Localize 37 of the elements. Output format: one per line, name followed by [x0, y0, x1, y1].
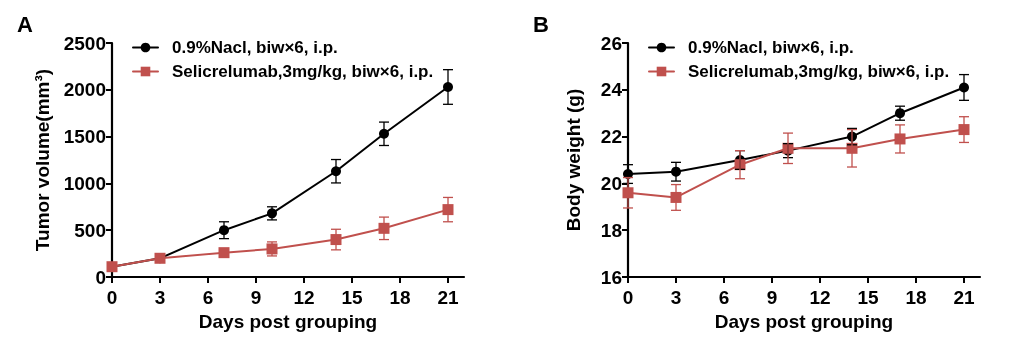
- y-tick-label: 22: [600, 126, 622, 148]
- y-tick-label: 26: [600, 32, 622, 54]
- x-tick-label: 15: [341, 287, 363, 308]
- x-tick-label: 15: [857, 287, 879, 308]
- y-tick-label: 2000: [63, 79, 106, 101]
- chart-title: A: [17, 11, 33, 37]
- x-axis-title: Days post grouping: [714, 311, 894, 332]
- x-tick-label: 6: [202, 287, 214, 308]
- x-tick-label: 9: [250, 287, 262, 308]
- legend-label: Selicrelumab,3mg/kg, biw×6, i.p.: [172, 62, 434, 81]
- y-tick-label: 0: [95, 266, 106, 288]
- y-tick-label: 2500: [63, 32, 106, 54]
- y-tick-label: 1500: [63, 126, 106, 148]
- y-tick-label: 18: [600, 219, 622, 241]
- x-tick-label: 18: [389, 287, 411, 308]
- y-axis-title: Body weight (g): [563, 88, 584, 232]
- y-axis-title: Tumor volume(mm³): [32, 68, 53, 252]
- x-tick-label: 21: [953, 287, 975, 308]
- x-tick-label: 18: [905, 287, 927, 308]
- y-tick-label: 24: [600, 79, 623, 101]
- x-tick-label: 3: [670, 287, 682, 308]
- x-tick-label: 6: [718, 287, 730, 308]
- y-tick-label: 500: [74, 219, 106, 241]
- x-tick-label: 21: [437, 287, 459, 308]
- y-tick-label: 16: [600, 266, 622, 288]
- y-tick-label: 1000: [63, 172, 106, 194]
- x-tick-label: 12: [809, 287, 831, 308]
- chart-title: B: [533, 11, 549, 37]
- legend-label: 0.9%Nacl, biw×6, i.p.: [688, 38, 854, 57]
- x-tick-label: 12: [293, 287, 315, 308]
- y-tick-label: 20: [600, 172, 622, 194]
- x-tick-label: 9: [766, 287, 778, 308]
- legend-label: Selicrelumab,3mg/kg, biw×6, i.p.: [688, 62, 950, 81]
- legend-label: 0.9%Nacl, biw×6, i.p.: [172, 38, 338, 57]
- point: [218, 247, 230, 259]
- x-axis-title: Days post grouping: [198, 311, 378, 332]
- x-tick-label: 3: [154, 287, 166, 308]
